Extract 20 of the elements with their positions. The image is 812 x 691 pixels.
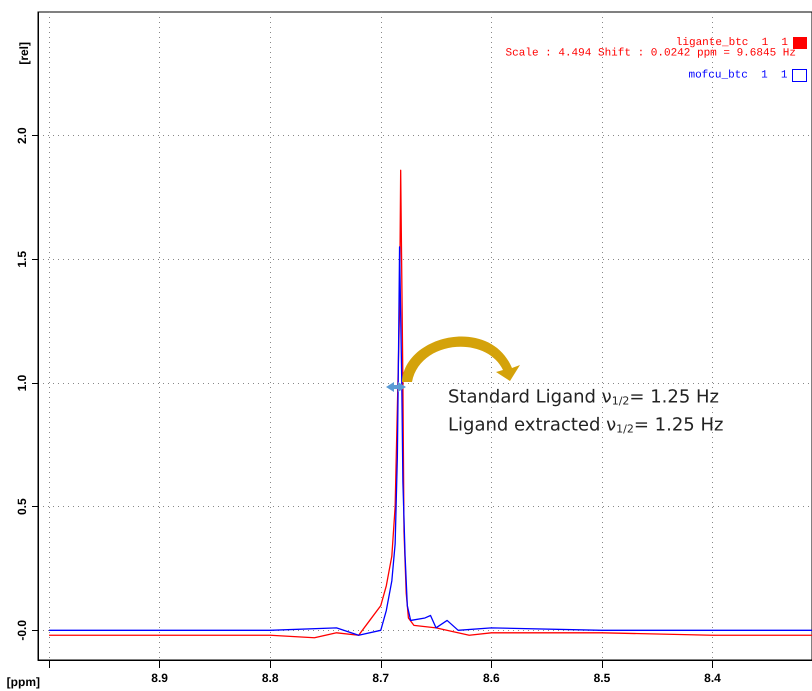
- x-tick-label: 8.8: [262, 671, 279, 685]
- x-tick-label: 8.4: [704, 671, 722, 685]
- y-axis-title: [rel]: [17, 42, 31, 65]
- y-tick-label: 1.0: [15, 374, 29, 392]
- annotation: Scale : 4.494 Shift : 0.0242 ppm = 9.6845 Hz: [506, 48, 796, 60]
- line-series: [48, 170, 812, 638]
- annotation: Ligand extracted ν1/2= 1.25 Hz: [448, 414, 724, 436]
- x-tick-label: 8.9: [151, 671, 168, 685]
- x-tick-label: 8.5: [594, 671, 611, 685]
- x-tick-label: 8.7: [372, 671, 390, 685]
- y-tick-label: 0.5: [15, 498, 29, 515]
- line-series: [48, 246, 812, 636]
- legend-label: mofcu_btc 1 1: [688, 70, 788, 82]
- y-tick-label: -0.0: [15, 620, 29, 641]
- y-tick-label: 1.5: [15, 250, 29, 268]
- annotation: Standard Ligand ν1/2= 1.25 Hz: [448, 386, 719, 408]
- legend-label: ligante_btc 1 1: [676, 37, 788, 49]
- x-axis-title: [ppm]: [6, 675, 40, 689]
- y-tick-label: 2.0: [15, 127, 29, 144]
- x-tick-label: 8.6: [483, 671, 500, 685]
